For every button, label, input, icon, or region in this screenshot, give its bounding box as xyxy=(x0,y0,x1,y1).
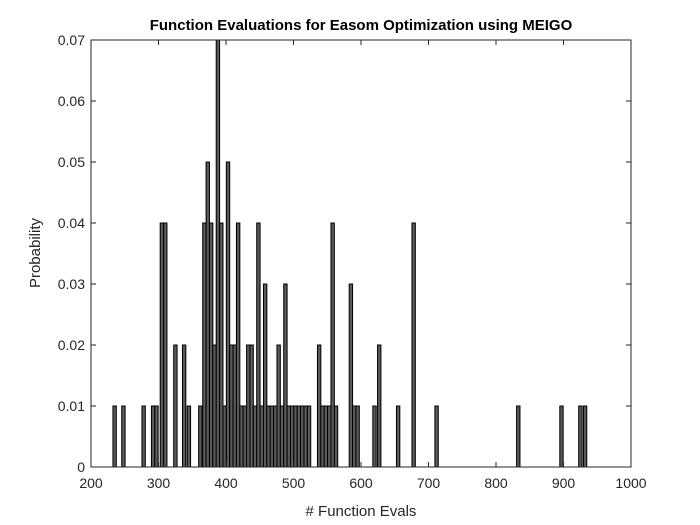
x-tick-label: 500 xyxy=(282,475,306,491)
histogram-bar xyxy=(202,222,207,468)
y-tick-label: 0.03 xyxy=(58,276,85,292)
histogram-bar xyxy=(330,222,335,468)
x-tick-label: 800 xyxy=(484,475,508,491)
histogram-bar xyxy=(121,405,126,468)
histogram-bar xyxy=(112,405,117,468)
x-axis-label: # Function Evals xyxy=(306,503,417,520)
y-tick-label: 0.05 xyxy=(58,154,85,170)
x-tick-label: 900 xyxy=(552,475,576,491)
histogram-bar xyxy=(306,405,312,468)
histogram-bar xyxy=(141,405,146,468)
histogram-bar xyxy=(434,405,439,468)
histogram-bar xyxy=(516,405,521,468)
histogram-bar xyxy=(229,344,234,468)
histogram-bar xyxy=(208,222,214,468)
histogram-bar xyxy=(173,344,178,468)
histogram-bar xyxy=(283,283,288,468)
histogram-bar xyxy=(296,405,302,468)
histogram-bar xyxy=(235,222,241,468)
histogram-bar xyxy=(256,222,261,468)
histogram-bar xyxy=(372,405,377,468)
y-tick-label: 0.01 xyxy=(58,398,85,414)
histogram-bar xyxy=(316,344,322,468)
y-tick-label: 0.02 xyxy=(58,337,85,353)
x-tick-label: 400 xyxy=(214,475,238,491)
histogram-bar xyxy=(395,405,401,468)
histogram-bar xyxy=(559,405,564,468)
histogram-bar xyxy=(186,405,192,468)
histogram-bar xyxy=(276,344,281,468)
histogram-bar xyxy=(150,405,156,468)
y-tick-label: 0 xyxy=(77,459,85,475)
x-ticks: 200 300 400 500 600 700 800 900 1000 xyxy=(79,40,647,491)
histogram-bar xyxy=(154,405,159,468)
histogram-bar xyxy=(181,344,187,468)
y-tick-label: 0.04 xyxy=(58,215,85,231)
y-axis-label: Probability xyxy=(27,217,44,288)
histogram-bar xyxy=(411,222,416,468)
histogram-bar xyxy=(215,39,221,468)
histogram-bar xyxy=(289,405,295,468)
histogram-bar xyxy=(355,405,360,468)
y-tick-label: 0.07 xyxy=(58,32,85,48)
histogram-bar xyxy=(323,405,329,468)
histogram-bar xyxy=(249,344,254,468)
x-tick-label: 1000 xyxy=(615,475,646,491)
histogram-bar xyxy=(352,405,357,468)
y-tick-label: 0.06 xyxy=(58,93,85,109)
x-tick-label: 600 xyxy=(349,475,373,491)
x-tick-label: 200 xyxy=(79,475,103,491)
histogram-bar xyxy=(582,405,588,468)
histogram-bar xyxy=(205,161,210,468)
histogram-bar xyxy=(578,405,583,468)
histogram-bar xyxy=(222,405,227,468)
histogram-bar xyxy=(242,405,248,468)
x-tick-label: 300 xyxy=(147,475,171,491)
y-ticks: 0 0.01 0.02 0.03 0.04 0.05 0.06 0.07 xyxy=(58,32,631,475)
histogram-bar xyxy=(262,283,268,468)
histogram-bar xyxy=(333,405,339,468)
histogram-bar xyxy=(198,405,203,468)
histogram-bar xyxy=(269,405,275,468)
histogram-bar xyxy=(377,344,382,468)
histogram-bar xyxy=(303,405,308,468)
histogram-bar xyxy=(163,222,168,468)
chart-title: Function Evaluations for Easom Optimizat… xyxy=(150,17,573,34)
plot-area xyxy=(91,40,631,467)
x-tick-label: 700 xyxy=(417,475,441,491)
histogram-bar xyxy=(232,344,237,468)
